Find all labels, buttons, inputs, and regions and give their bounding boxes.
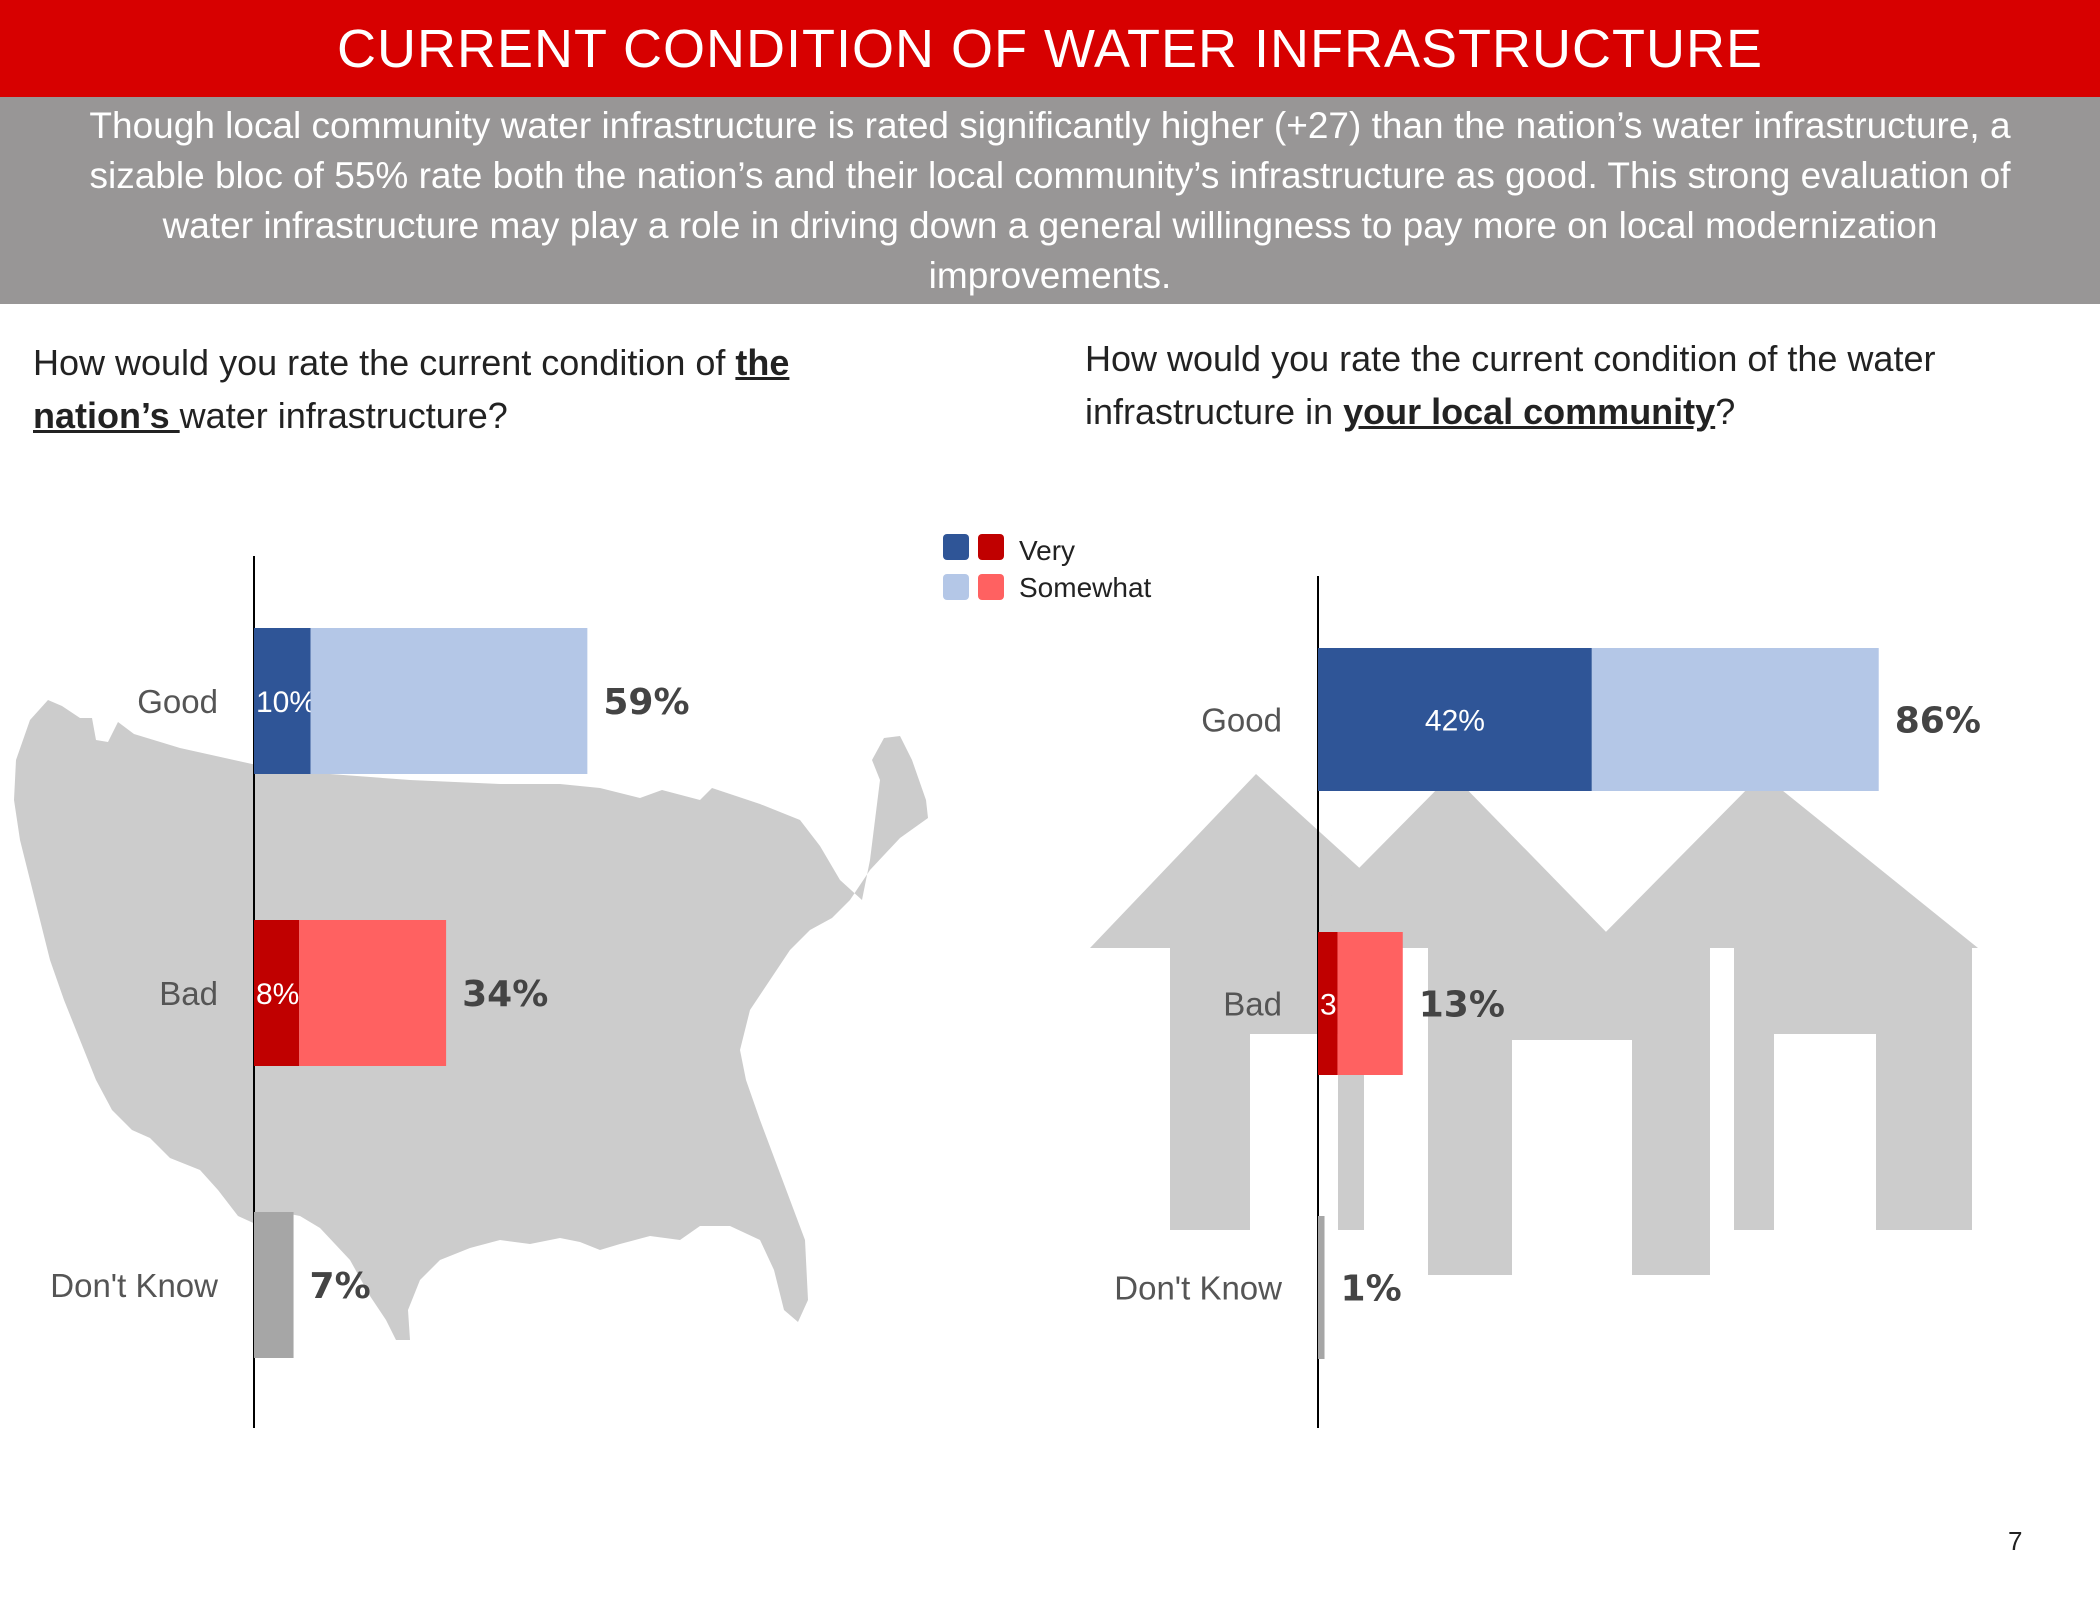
legend: Very Somewhat	[943, 534, 1152, 603]
local-bar-good-somewhat	[1591, 648, 1879, 791]
nation-total-label-dont-know: 7%	[310, 1266, 371, 1307]
question-nation-after: water infrastructure?	[179, 395, 508, 436]
local-category-label-good: Good	[1201, 702, 1282, 739]
question-nation-before: How would you rate the current condition…	[33, 342, 736, 383]
nation-bar-bad-very	[254, 920, 300, 1066]
local-bar-bad-somewhat	[1337, 932, 1403, 1075]
houses-icon	[1090, 774, 1978, 1275]
local-total-label-bad: 13%	[1419, 985, 1505, 1026]
legend-swatch-good-somewhat	[943, 574, 969, 600]
legend-swatch-bad-very	[978, 534, 1004, 560]
page-number: 7	[2008, 1526, 2023, 1556]
question-local-emphasis: your local community	[1343, 391, 1716, 432]
local-data-label-good-very: 42%	[1425, 705, 1485, 738]
nation-total-label-bad: 34%	[462, 974, 548, 1015]
page-title: CURRENT CONDITION OF WATER INFRASTRUCTUR…	[0, 0, 2100, 97]
question-nation: How would you rate the current condition…	[33, 336, 913, 442]
local-bar-dont-know	[1318, 1216, 1325, 1359]
local-bar-bad-very	[1318, 932, 1338, 1075]
question-local-before: How would you rate the current condition…	[1085, 338, 1936, 432]
local-bar-good-very	[1318, 648, 1592, 791]
local-total-label-dont-know: 1%	[1341, 1269, 1402, 1310]
question-nation-emphasis: the nation’s	[33, 342, 790, 436]
legend-swatch-bad-somewhat	[978, 574, 1004, 600]
legend-swatch-good-very	[943, 534, 969, 560]
us-map-icon	[14, 700, 928, 1340]
nation-bar-good-very	[254, 628, 311, 774]
nation-bar-dont-know	[254, 1212, 294, 1358]
local-total-label-good: 86%	[1895, 701, 1981, 742]
nation-data-label-good-very: 10%	[256, 686, 316, 719]
legend-label-very: Very	[1019, 535, 1075, 566]
nation-category-label-good: Good	[137, 683, 218, 720]
nation-category-label-dont-know: Don't Know	[50, 1267, 218, 1304]
local-category-label-bad: Bad	[1223, 986, 1282, 1023]
question-local: How would you rate the current condition…	[1085, 332, 2025, 438]
nation-bar-bad-somewhat	[299, 920, 447, 1066]
nation-total-label-good: 59%	[603, 682, 689, 723]
nation-bar-good-somewhat	[310, 628, 588, 774]
local-category-label-dont-know: Don't Know	[1114, 1270, 1282, 1307]
nation-category-label-bad: Bad	[159, 975, 218, 1012]
bars-layer: Good 10% 59% Bad 8% 34% Don't Know 7% Good 42% 86%…	[50, 628, 1981, 1359]
question-local-after: ?	[1715, 391, 1736, 432]
summary-text: Though local community water infrastruct…	[0, 97, 2100, 304]
nation-data-label-bad-very: 8%	[256, 978, 299, 1011]
legend-label-somewhat: Somewhat	[1019, 572, 1152, 603]
